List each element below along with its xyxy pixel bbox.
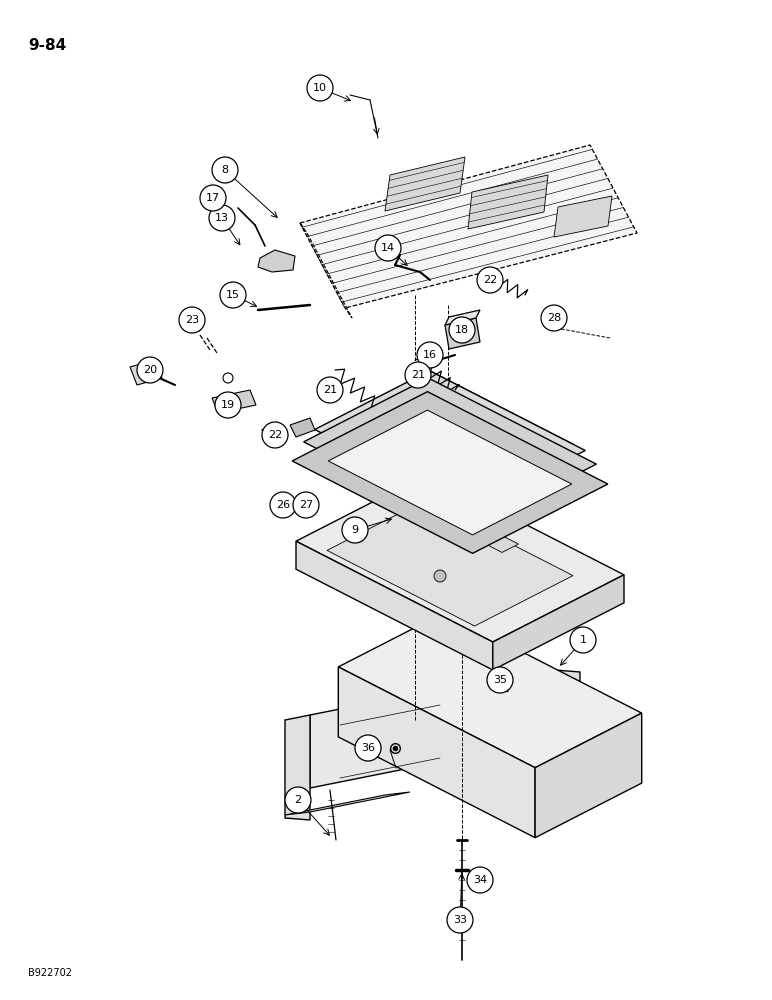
Text: 9: 9 — [351, 525, 358, 535]
Polygon shape — [290, 418, 315, 437]
Circle shape — [467, 867, 493, 893]
Polygon shape — [315, 371, 585, 509]
Text: 26: 26 — [276, 500, 290, 510]
Circle shape — [317, 377, 343, 403]
Text: 18: 18 — [455, 325, 469, 335]
Circle shape — [223, 373, 233, 383]
Circle shape — [293, 492, 319, 518]
Text: 35: 35 — [493, 675, 507, 685]
Polygon shape — [258, 250, 295, 272]
Text: 34: 34 — [473, 875, 487, 885]
Text: 17: 17 — [206, 193, 220, 203]
Polygon shape — [300, 223, 352, 318]
Polygon shape — [327, 500, 573, 626]
Polygon shape — [340, 397, 560, 509]
Polygon shape — [296, 474, 624, 642]
Text: 15: 15 — [226, 290, 240, 300]
Polygon shape — [385, 157, 465, 211]
Polygon shape — [554, 196, 612, 237]
Text: 9-84: 9-84 — [28, 38, 66, 53]
Text: 2: 2 — [294, 795, 302, 805]
Polygon shape — [445, 310, 480, 325]
Circle shape — [477, 267, 503, 293]
Circle shape — [262, 422, 288, 448]
Polygon shape — [296, 541, 493, 670]
Polygon shape — [535, 713, 642, 838]
Circle shape — [215, 392, 241, 418]
Text: 13: 13 — [215, 213, 229, 223]
Polygon shape — [338, 667, 535, 838]
Polygon shape — [130, 360, 162, 385]
Text: 22: 22 — [482, 275, 497, 285]
Polygon shape — [285, 715, 310, 820]
Polygon shape — [212, 390, 256, 413]
Text: 16: 16 — [423, 350, 437, 360]
Text: B922702: B922702 — [28, 968, 72, 978]
Circle shape — [212, 157, 238, 183]
Text: 27: 27 — [299, 500, 313, 510]
Polygon shape — [555, 670, 580, 750]
Circle shape — [487, 667, 513, 693]
Circle shape — [541, 305, 567, 331]
Polygon shape — [493, 575, 624, 670]
Polygon shape — [410, 670, 555, 767]
Circle shape — [307, 75, 333, 101]
Circle shape — [179, 307, 205, 333]
Polygon shape — [350, 389, 549, 491]
Polygon shape — [300, 145, 637, 308]
Circle shape — [434, 570, 446, 582]
Circle shape — [200, 185, 226, 211]
Circle shape — [417, 342, 443, 368]
Text: 19: 19 — [221, 400, 235, 410]
Circle shape — [342, 517, 368, 543]
Circle shape — [449, 317, 475, 343]
Text: 36: 36 — [361, 743, 375, 753]
Text: 14: 14 — [381, 243, 395, 253]
Text: 8: 8 — [222, 165, 229, 175]
Text: 1: 1 — [580, 635, 587, 645]
Circle shape — [570, 627, 596, 653]
Circle shape — [270, 492, 296, 518]
Polygon shape — [326, 371, 574, 499]
Text: 22: 22 — [268, 430, 282, 440]
Text: 23: 23 — [185, 315, 199, 325]
Text: 28: 28 — [547, 313, 561, 323]
Circle shape — [405, 362, 431, 388]
Circle shape — [285, 787, 311, 813]
Circle shape — [447, 907, 473, 933]
Circle shape — [355, 735, 381, 761]
Circle shape — [209, 205, 235, 231]
Polygon shape — [303, 378, 596, 528]
Text: 10: 10 — [313, 83, 327, 93]
Polygon shape — [482, 534, 519, 552]
Text: 33: 33 — [453, 915, 467, 925]
Polygon shape — [328, 410, 572, 535]
Polygon shape — [310, 695, 410, 788]
Text: 21: 21 — [323, 385, 337, 395]
Circle shape — [375, 235, 401, 261]
Polygon shape — [338, 612, 642, 768]
Text: 21: 21 — [411, 370, 425, 380]
Polygon shape — [362, 390, 538, 480]
Polygon shape — [468, 175, 548, 229]
Circle shape — [220, 282, 246, 308]
Polygon shape — [445, 318, 480, 349]
Circle shape — [137, 357, 163, 383]
Text: 20: 20 — [143, 365, 157, 375]
Polygon shape — [292, 392, 608, 553]
Polygon shape — [285, 792, 410, 815]
Polygon shape — [555, 742, 580, 770]
